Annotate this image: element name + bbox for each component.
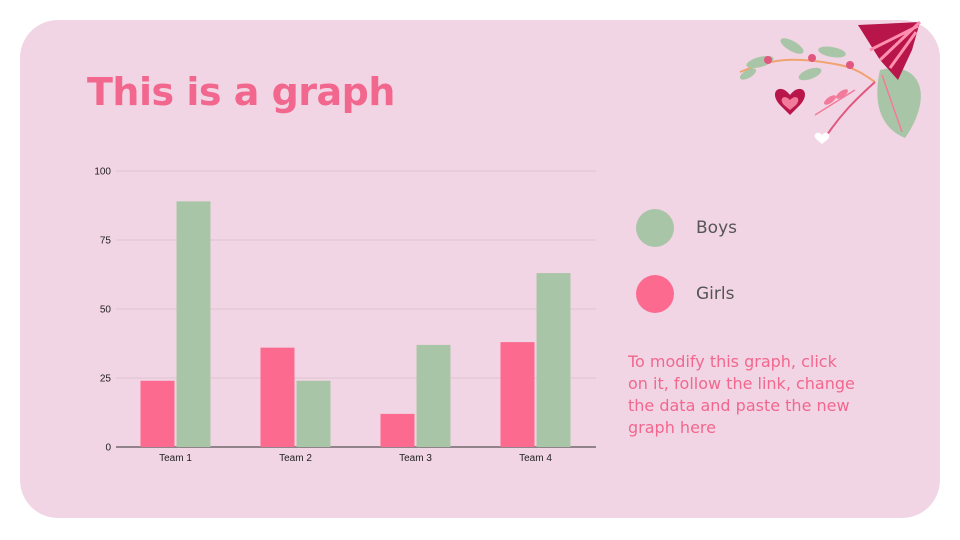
bar-boys-team-2 [296, 380, 331, 447]
bar-boys-team-1 [176, 201, 211, 447]
x-tick-label: Team 2 [279, 453, 312, 464]
bar-girls-team-4 [500, 342, 535, 447]
x-tick-label: Team 3 [399, 453, 432, 464]
bar-girls-team-1 [140, 380, 175, 447]
legend-label-boys: Boys [696, 218, 737, 238]
y-tick-label: 50 [100, 305, 112, 316]
slide-title: This is a graph [87, 70, 395, 114]
legend-item-girls: Girls [636, 275, 734, 313]
leaf-icon [877, 68, 921, 138]
bar-boys-team-4 [536, 273, 571, 447]
bar-girls-team-2 [260, 347, 295, 447]
x-tick-label: Team 1 [159, 453, 192, 464]
x-tick-label: Team 4 [519, 453, 552, 464]
edit-instruction-note: To modify this graph, click on it, follo… [628, 352, 855, 437]
bar-boys-team-3 [416, 344, 451, 447]
legend-item-boys: Boys [636, 209, 737, 247]
bar-girls-team-3 [380, 413, 415, 447]
legend-label-girls: Girls [696, 284, 735, 304]
y-tick-label: 25 [100, 374, 112, 385]
y-tick-label: 100 [94, 167, 111, 178]
y-tick-label: 75 [100, 236, 112, 247]
small-heart-icon [814, 132, 830, 144]
y-tick-label: 0 [105, 443, 111, 454]
legend-swatch-boys [636, 209, 674, 247]
legend-swatch-girls [636, 275, 674, 313]
floral-decoration [739, 20, 922, 144]
